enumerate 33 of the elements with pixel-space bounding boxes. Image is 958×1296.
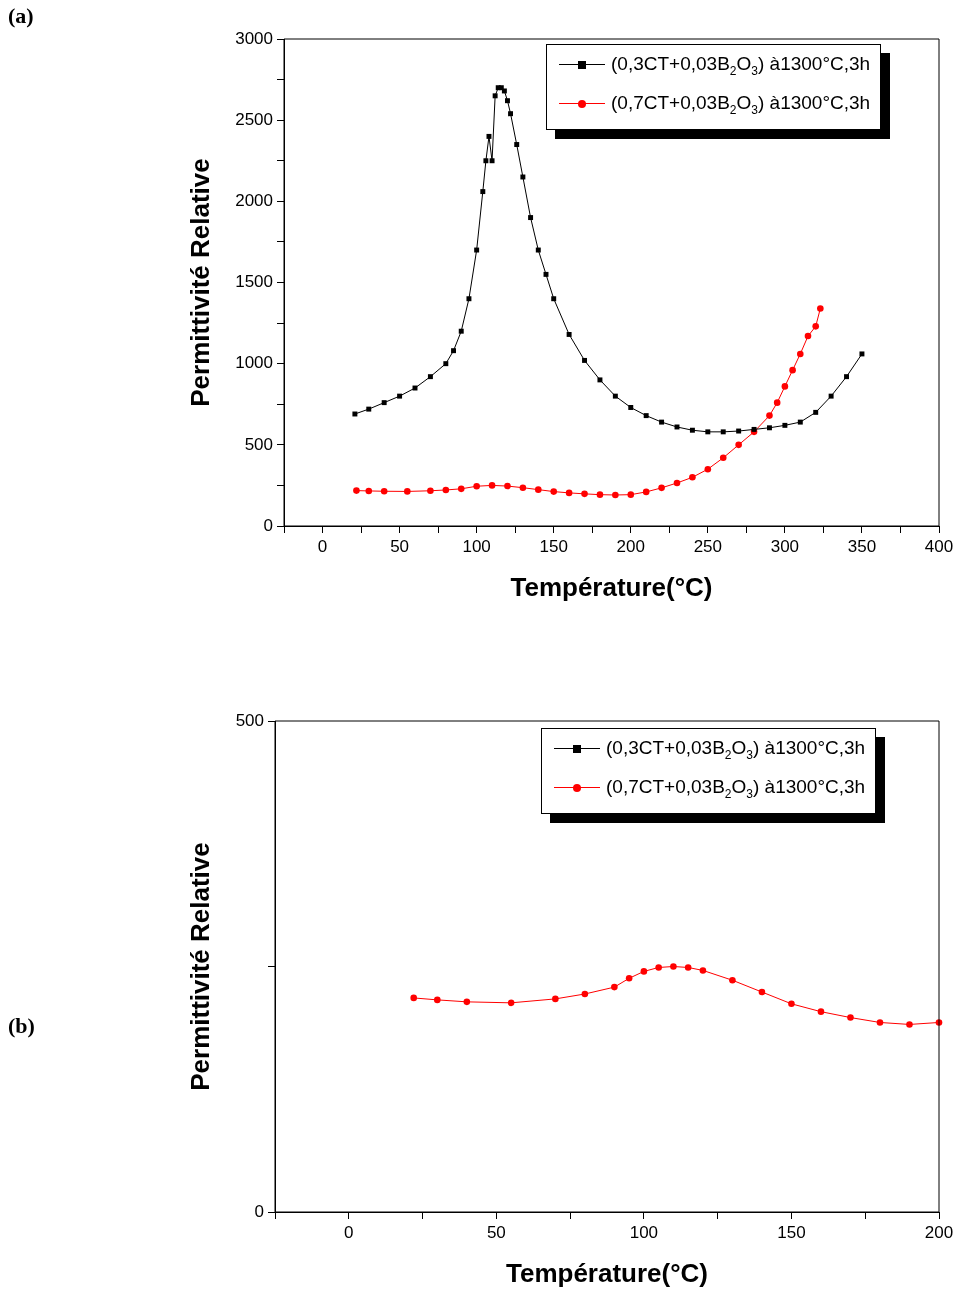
y-tick-label: 500 [235, 710, 264, 730]
y-tick-label: 0 [263, 515, 273, 535]
y-tick-label: 500 [244, 434, 273, 454]
x-axis-title: Température(°C) [505, 1257, 709, 1288]
y-tick-label: 3000 [235, 28, 273, 48]
x-tick-label: 0 [317, 536, 328, 556]
y-tick-label: 2500 [235, 109, 273, 129]
x-tick-label: 250 [693, 536, 723, 556]
x-tick-label: 350 [847, 536, 877, 556]
x-tick-label: 400 [924, 536, 954, 556]
x-tick-label: 50 [486, 1222, 506, 1242]
legend-label: (0,7CT+0,03B$_{2}$O$_{3}$) à1300°C,3h [611, 91, 871, 117]
x-tick-label: 0 [344, 1222, 354, 1242]
x-tick-label: 100 [629, 1222, 659, 1242]
y-tick-label: 1000 [235, 353, 273, 373]
x-tick-label: 200 [924, 1222, 954, 1242]
legend-label: (0,3CT+0,03B$_{2}$O$_{3}$) à1300°C,3h [606, 737, 866, 762]
y-axis-title: Permittivité Relative [184, 842, 215, 1091]
x-tick-label: 150 [777, 1222, 806, 1242]
x-tick-label: 100 [462, 536, 491, 556]
legend-label: (0,7CT+0,03B$_{2}$O$_{3}$) à1300°C,3h [606, 775, 866, 801]
y-tick-label: 1500 [235, 272, 273, 292]
x-tick-label: 50 [390, 536, 410, 556]
y-tick-label: 2000 [235, 191, 273, 211]
legend-label: (0,3CT+0,03B$_{2}$O$_{3}$) à1300°C,3h [611, 53, 871, 78]
text: (a) [8, 2, 34, 28]
x-tick-label: 150 [539, 536, 568, 556]
text: (b) [8, 1012, 35, 1038]
y-tick-label: 0 [254, 1201, 264, 1221]
x-axis-title: Température(°C) [510, 571, 713, 602]
y-axis-title: Permittivité Relative [184, 158, 215, 407]
x-tick-label: 200 [616, 536, 645, 556]
x-tick-label: 300 [770, 536, 800, 556]
